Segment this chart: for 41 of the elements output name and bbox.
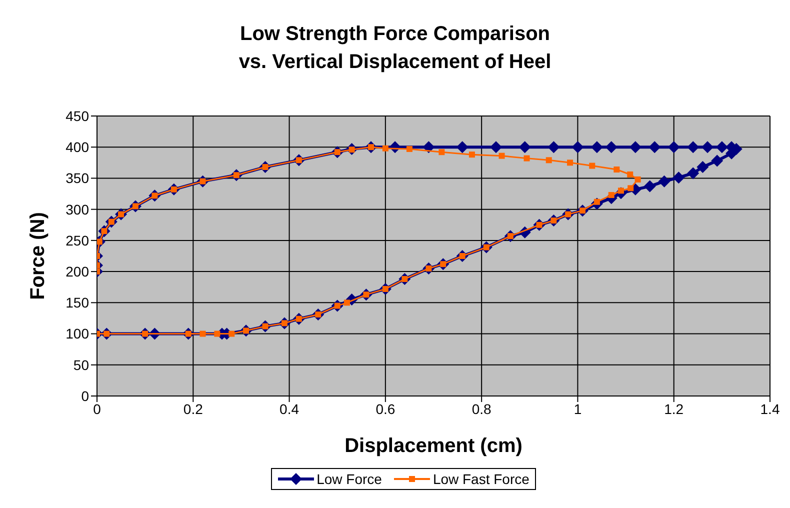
point (200, 330, 206, 337)
x-tick-label: 1.2 (664, 400, 684, 417)
point (228, 330, 235, 337)
x-tick-label: 1 (574, 400, 582, 417)
x-tick-label: 1.4 (760, 400, 780, 417)
x-tick-label: 0 (93, 400, 102, 417)
y-tick-label: 150 (66, 294, 90, 311)
y-tick-label: 350 (66, 170, 90, 186)
y-tick-label: 200 (66, 264, 90, 280)
point (382, 145, 388, 152)
point (524, 155, 530, 162)
y-tick-label: 50 (73, 356, 90, 373)
x-tick-label: 0.8 (472, 400, 492, 417)
point (614, 166, 620, 173)
x-tick-label: 0.6 (376, 400, 396, 417)
point (406, 146, 412, 152)
chart-title: Low Strength Force Comparison vs. Vertical Displacement of Heel (238, 22, 552, 75)
y-tick-label: 300 (66, 201, 90, 218)
point (634, 176, 641, 182)
point (589, 162, 596, 169)
point (627, 171, 634, 178)
legend-label: Low Fast Force (432, 471, 530, 487)
point (214, 330, 220, 337)
y-tick-label: 250 (66, 232, 90, 248)
y-tick-label: 0 (81, 388, 90, 404)
point (344, 300, 350, 306)
x-tick-label: 0.2 (183, 400, 204, 417)
y-tick-label: 100 (66, 326, 90, 342)
point (567, 160, 574, 166)
point (498, 152, 505, 159)
point (468, 152, 475, 158)
y-axis-title: Force (N) (27, 212, 50, 300)
legend-label: Low Force (316, 471, 382, 487)
point (546, 157, 552, 164)
point (628, 185, 634, 192)
point (438, 149, 445, 156)
y-tick-label: 450 (66, 108, 90, 124)
x-tick-label: 0.4 (280, 400, 300, 417)
point (608, 192, 614, 198)
y-tick-label: 400 (66, 139, 90, 156)
x-axis-title: Displacement (cm) (344, 435, 522, 457)
